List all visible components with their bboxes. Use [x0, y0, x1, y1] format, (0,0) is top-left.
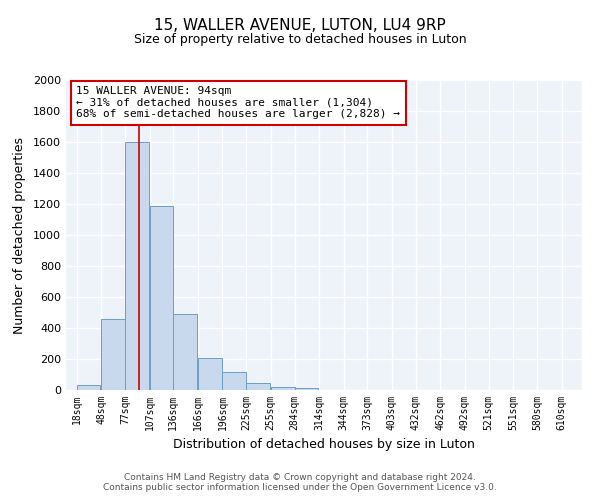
- Text: Size of property relative to detached houses in Luton: Size of property relative to detached ho…: [134, 32, 466, 46]
- Bar: [125, 142, 149, 390]
- Bar: [223, 372, 246, 390]
- Bar: [198, 358, 221, 390]
- Text: 15 WALLER AVENUE: 94sqm
← 31% of detached houses are smaller (1,304)
68% of semi: 15 WALLER AVENUE: 94sqm ← 31% of detache…: [76, 86, 400, 120]
- Text: 15, WALLER AVENUE, LUTON, LU4 9RP: 15, WALLER AVENUE, LUTON, LU4 9RP: [154, 18, 446, 32]
- Bar: [101, 320, 125, 390]
- Bar: [77, 386, 100, 390]
- Bar: [173, 314, 197, 390]
- Text: Contains HM Land Registry data © Crown copyright and database right 2024.: Contains HM Land Registry data © Crown c…: [124, 474, 476, 482]
- Bar: [246, 383, 270, 390]
- Bar: [271, 387, 295, 390]
- Text: Contains public sector information licensed under the Open Government Licence v3: Contains public sector information licen…: [103, 484, 497, 492]
- Bar: [295, 388, 318, 390]
- Bar: [149, 206, 173, 390]
- Y-axis label: Number of detached properties: Number of detached properties: [13, 136, 26, 334]
- X-axis label: Distribution of detached houses by size in Luton: Distribution of detached houses by size …: [173, 438, 475, 452]
